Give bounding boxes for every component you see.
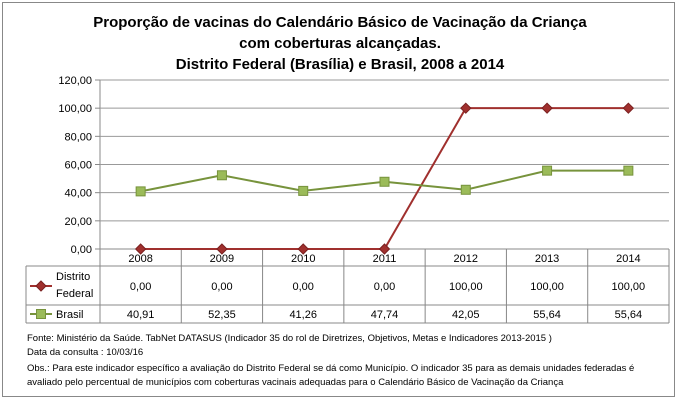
y-tick-label: 80,00 [64,131,92,143]
x-tick-label: 2014 [616,253,640,265]
x-tick-label: 2008 [128,253,152,265]
x-tick-label: 2010 [291,253,315,265]
chart-frame [2,2,675,397]
data-point [216,243,228,255]
data-point [379,176,390,187]
legend-marker [35,280,47,292]
y-tick-label: 60,00 [64,160,92,172]
obs-note-line2: avaliado pelo percentual de municípios c… [27,377,564,388]
data-point [542,165,553,176]
data-table-value: 0,00 [293,281,314,293]
source-note: Fonte: Ministério da Saúde. TabNet DATAS… [27,333,552,344]
data-table-value: 55,64 [615,309,643,321]
data-point [378,243,391,255]
data-table-value: 42,05 [452,309,480,321]
data-table-value: 47,74 [371,309,399,321]
data-point [134,243,147,255]
x-tick-label: 2013 [535,253,559,265]
data-point [460,184,471,195]
data-point [135,186,146,197]
legend-label: Distrito [56,271,90,283]
y-tick-label: 120,00 [58,75,92,87]
data-table-value: 100,00 [530,281,564,293]
data-point [460,102,472,114]
data-point [216,170,227,181]
y-tick-label: 0,00 [71,244,92,256]
chart-title-line2: com coberturas alcançadas. [239,35,441,52]
date-note: Data da consulta : 10/03/16 [27,347,144,358]
data-point [298,185,309,196]
obs-note-line1: Obs.: Para este indicador específico a a… [27,363,635,374]
data-table-value: 0,00 [374,281,395,293]
data-table-value: 100,00 [449,281,483,293]
y-tick-label: 100,00 [58,103,92,115]
data-table-value: 55,64 [533,309,561,321]
data-point [541,102,553,114]
data-table-value: 0,00 [211,281,232,293]
data-table-value: 100,00 [612,281,646,293]
y-tick-label: 40,00 [64,188,92,200]
x-tick-label: 2009 [210,253,234,265]
x-tick-label: 2011 [373,253,397,265]
data-table-value: 40,91 [127,309,155,321]
y-tick-label: 20,00 [64,216,92,228]
data-table-value: 41,26 [289,309,317,321]
chart-title-line1: Proporção de vacinas do Calendário Básic… [93,14,587,31]
data-table-value: 0,00 [130,281,151,293]
data-table-value: 52,35 [208,309,236,321]
legend-label: Brasil [56,309,84,321]
data-point [623,165,634,176]
chart-title-line3: Distrito Federal (Brasília) e Brasil, 20… [175,56,505,73]
legend-marker [36,309,46,319]
data-point [297,243,309,255]
x-tick-label: 2012 [454,253,478,265]
legend-label: Federal [56,288,93,300]
data-point [622,102,635,114]
